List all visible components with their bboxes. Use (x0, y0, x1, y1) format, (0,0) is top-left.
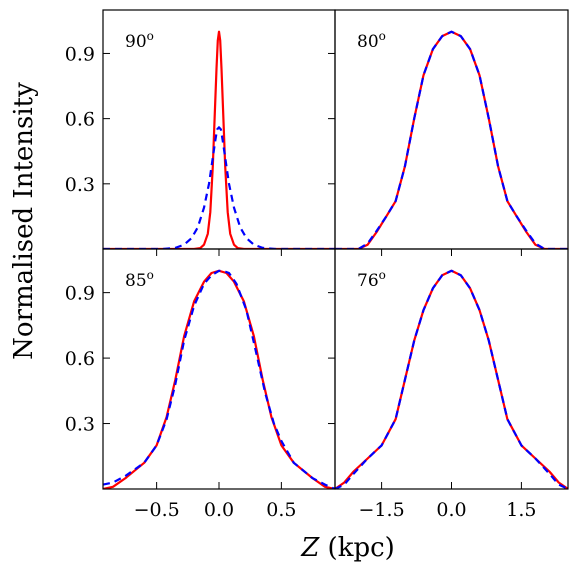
panel-label-sup: o (379, 29, 386, 43)
x-axis-unit: (kpc) (319, 533, 395, 563)
y-tick-label: 0.9 (65, 283, 95, 305)
y-tick-label: 0.9 (65, 43, 95, 65)
y-tick-label: 0.6 (65, 109, 95, 131)
panel-3: 0.3 0.6 0.9 −0.5 0.0 0.5 85o (65, 248, 336, 521)
series-line-dashed (103, 126, 335, 249)
y-axis-title: Normalised Intensity (9, 82, 39, 360)
panel-label-sup: o (379, 268, 386, 282)
panel-label: 85o (125, 268, 154, 291)
panel-label-sup: o (147, 29, 154, 43)
panel-2: 80o (334, 9, 569, 250)
panel-label-sup: o (147, 268, 154, 282)
panel-label: 90o (125, 29, 154, 52)
panel-label-value: 76 (357, 271, 379, 291)
x-axis-variable: Z (300, 533, 320, 563)
series-line-solid (103, 269, 335, 489)
y-tick-label: 0.6 (65, 348, 95, 370)
series-line-dashed (335, 269, 568, 489)
panel-label: 76o (357, 268, 386, 291)
x-tick-label: 1.5 (506, 499, 536, 521)
x-tick-label: 0.0 (436, 499, 466, 521)
series-line-dashed (103, 269, 335, 489)
y-tick-label: 0.3 (65, 414, 95, 436)
x-tick-label: 0.5 (266, 499, 296, 521)
y-tick-label: 0.3 (65, 174, 95, 196)
series-line-solid (335, 30, 568, 249)
x-tick-label: −0.5 (134, 499, 180, 521)
x-axis-title: Z (kpc) (300, 533, 395, 563)
panel-1: 0.3 0.6 0.9 90o (65, 9, 336, 250)
panel-4: −1.5 0.0 1.5 76o (334, 248, 569, 521)
series-line-dashed (335, 30, 568, 249)
x-tick-label: −1.5 (359, 499, 405, 521)
panel-label-value: 85 (125, 271, 147, 291)
panel-label-value: 90 (125, 32, 147, 52)
series-line-solid (103, 30, 335, 249)
panel-label: 80o (357, 29, 386, 52)
panel-label-value: 80 (357, 32, 379, 52)
x-tick-label: 0.0 (204, 499, 234, 521)
